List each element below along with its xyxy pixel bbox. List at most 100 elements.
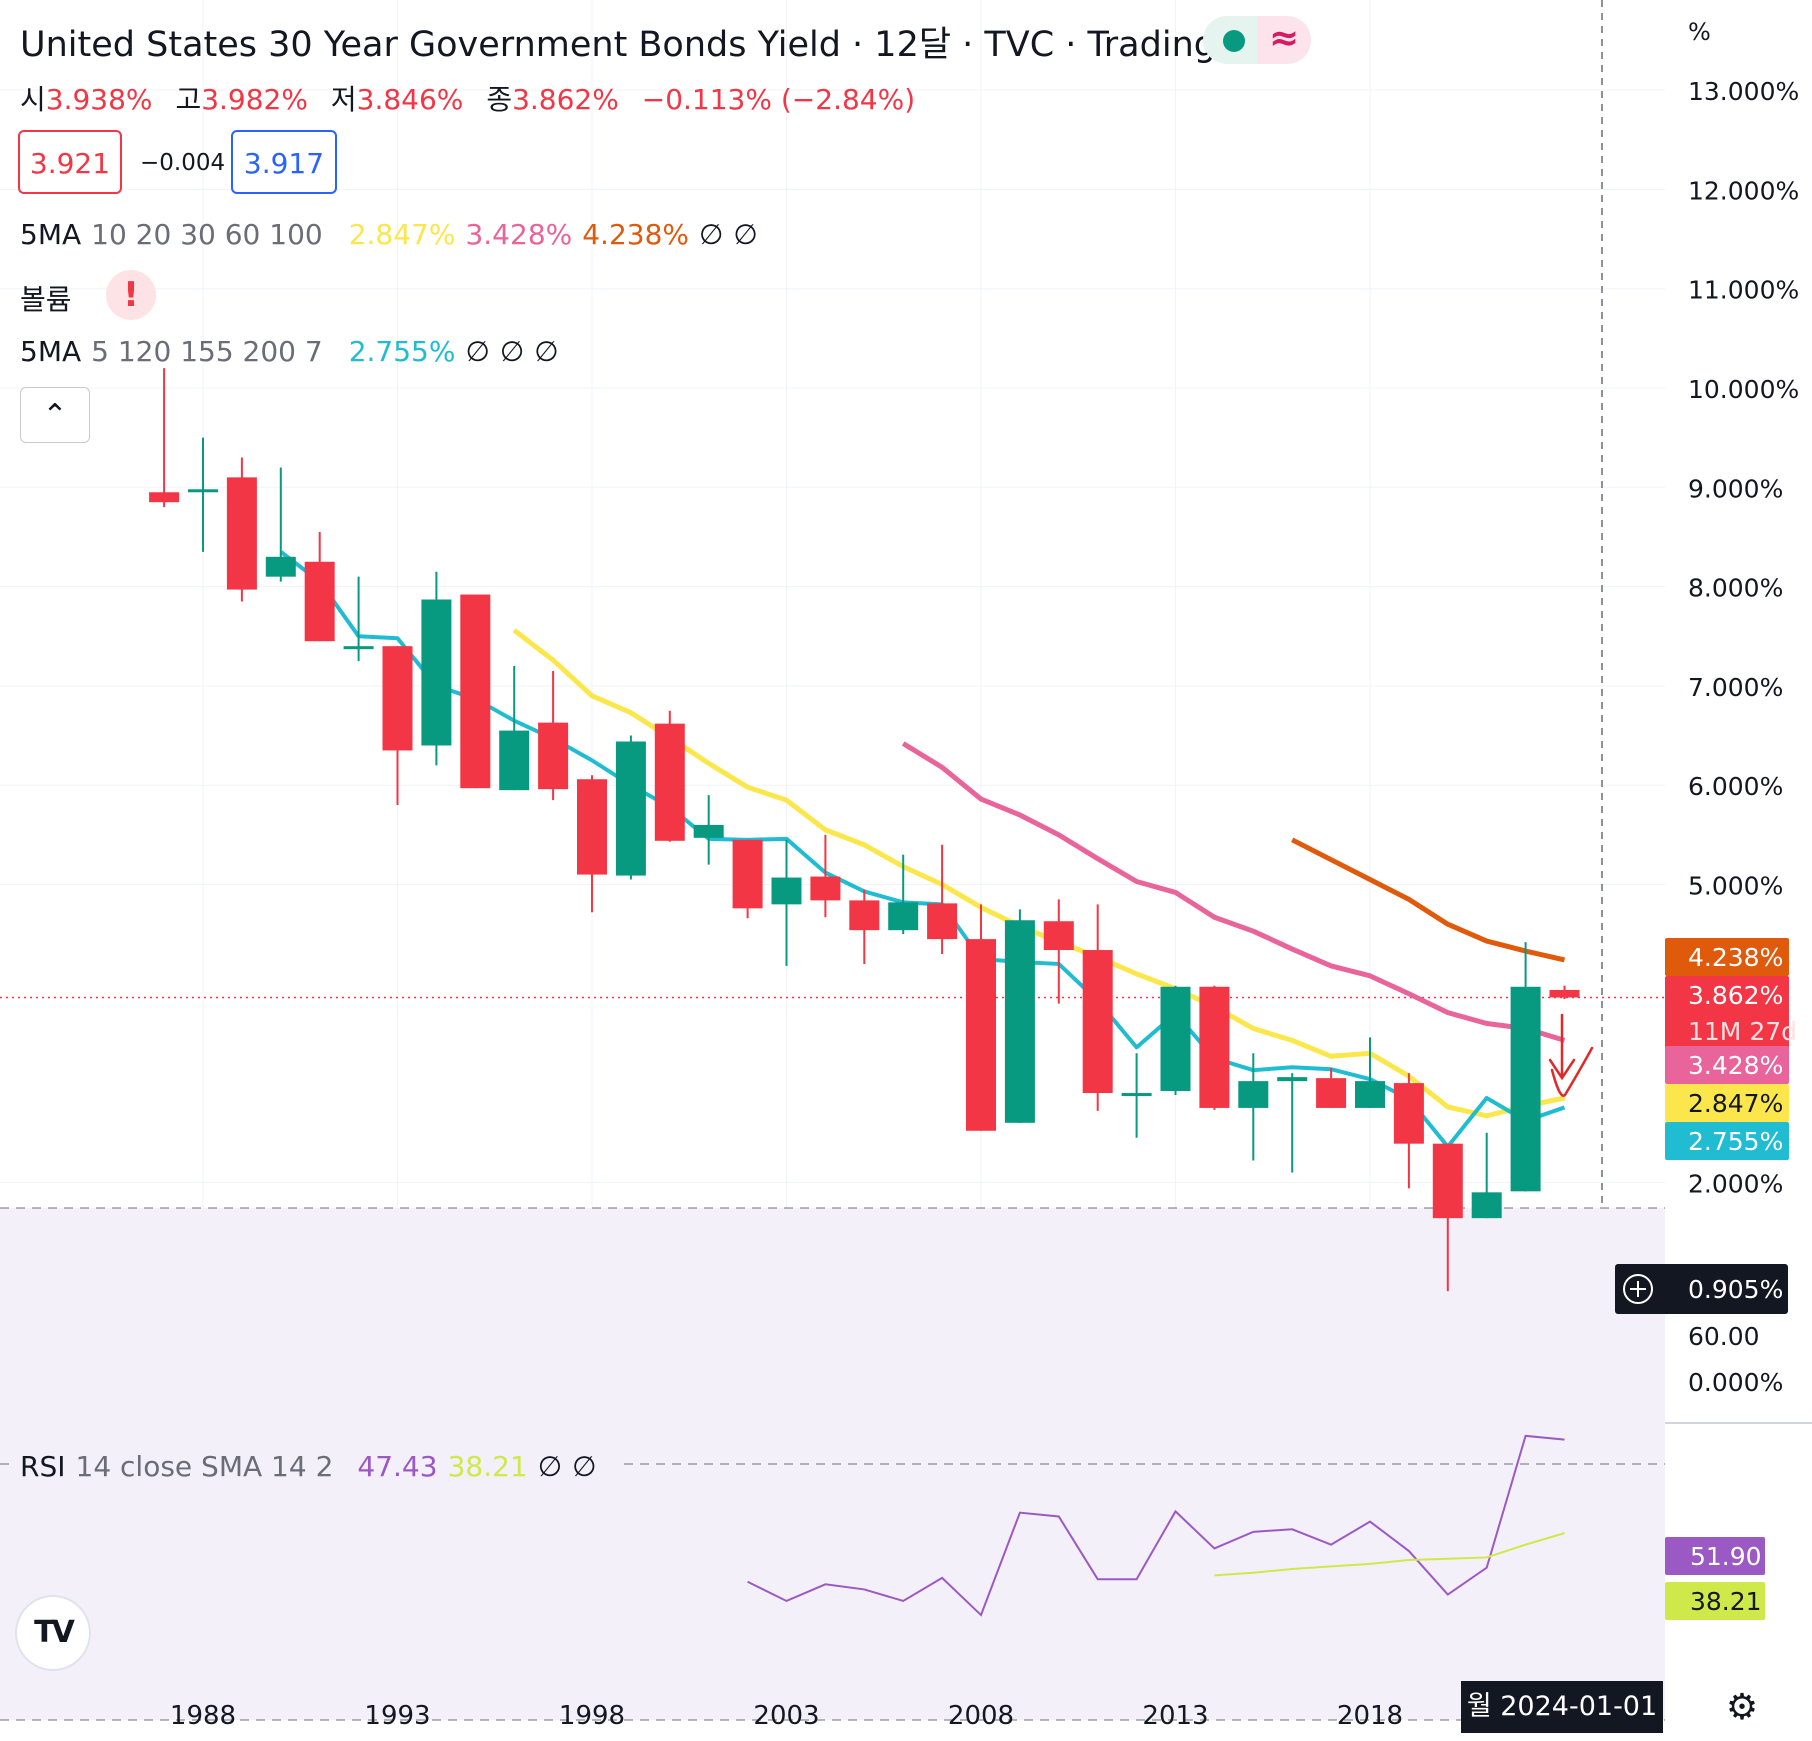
candle xyxy=(1160,985,1191,1096)
close-key: 종 xyxy=(486,83,513,116)
price-label-text: 2.755% xyxy=(1688,1127,1783,1156)
volume-indicator-legend[interactable]: 볼륨 xyxy=(20,278,82,318)
ma10-line xyxy=(512,628,1566,1119)
candle xyxy=(382,646,413,806)
x-tick-label: 2003 xyxy=(753,1701,819,1731)
x-tick-label: 1993 xyxy=(364,1701,430,1731)
price-label-bg xyxy=(1665,976,1789,1050)
y-tick-label: 9.000% xyxy=(1688,474,1783,503)
ma20-line xyxy=(901,741,1566,1043)
candle-body xyxy=(265,556,296,577)
y-tick-label: 0.000% xyxy=(1688,1368,1783,1397)
indicator-name: 볼륨 xyxy=(20,283,72,316)
x-tick-label: 1998 xyxy=(559,1701,625,1731)
tradingview-logo-icon[interactable]: TV xyxy=(17,1597,89,1669)
collapse-legend-button[interactable]: ⌃ xyxy=(20,387,90,443)
candle xyxy=(654,710,685,842)
candle xyxy=(1316,1068,1347,1108)
sell-button[interactable]: 3.921 xyxy=(18,130,122,194)
candle-body xyxy=(1238,1081,1269,1108)
rsi-label-bg xyxy=(1665,1582,1765,1620)
candle xyxy=(927,844,958,955)
ma5-indicator-legend[interactable]: 5MA 5 120 155 200 7 2.755% ∅ ∅ ∅ xyxy=(20,335,569,368)
price-label: 2.755% xyxy=(1665,1122,1789,1160)
y-tick-label: 5.000% xyxy=(1688,872,1783,901)
candle-body xyxy=(849,900,880,931)
indicator-name: 5MA xyxy=(20,218,82,251)
candle-body xyxy=(1471,1192,1502,1219)
candle-body xyxy=(654,723,685,841)
ma-indicator-legend[interactable]: 5MA 10 20 30 60 100 2.847% 3.428% 4.238% ∅ ∅ xyxy=(20,218,768,251)
close-value: 3.862% xyxy=(512,83,619,116)
candle-body xyxy=(1199,986,1230,1108)
candle-body xyxy=(382,646,413,751)
candle-body xyxy=(149,492,180,503)
price-label: 0.905% xyxy=(1615,1264,1788,1314)
warning-icon[interactable]: ! xyxy=(106,270,156,320)
indicator-params: 10 20 30 60 100 xyxy=(91,218,323,251)
candle xyxy=(966,904,996,1131)
buy-button[interactable]: 3.917 xyxy=(231,130,337,194)
indicator-params: 14 close SMA 14 2 xyxy=(75,1450,334,1483)
y-tick-label: 2.000% xyxy=(1688,1169,1783,1198)
price-label-text: 0.905% xyxy=(1688,1275,1783,1304)
high-value: 3.982% xyxy=(201,83,308,116)
ma5-value: 2.755% xyxy=(348,335,456,368)
candle-body xyxy=(1160,986,1191,1092)
candle xyxy=(849,889,880,964)
candle xyxy=(304,531,335,642)
y-tick-label: 12.000% xyxy=(1688,176,1799,205)
candle-body xyxy=(1082,950,1113,1094)
rsi-indicator-legend[interactable]: RSI 14 close SMA 14 2 47.43 38.21 ∅ ∅ xyxy=(10,1442,617,1492)
rsi-label-bg xyxy=(1665,1537,1765,1575)
candle xyxy=(1199,985,1230,1110)
candle xyxy=(1082,904,1113,1111)
candle-body xyxy=(460,594,491,789)
ma10-value: 2.847% xyxy=(348,218,456,251)
na-icon: ∅ xyxy=(499,335,525,368)
candle-body xyxy=(1277,1077,1308,1082)
na-icon: ∅ xyxy=(733,218,758,251)
open-key: 시 xyxy=(20,83,46,116)
candle-body xyxy=(421,599,452,746)
x-tick-label: 2008 xyxy=(948,1701,1014,1731)
settings-gear-icon[interactable]: ⚙ xyxy=(1725,1687,1759,1728)
na-icon: ∅ xyxy=(572,1450,597,1483)
candle xyxy=(1238,1053,1269,1161)
na-icon: ∅ xyxy=(537,1450,563,1483)
candle xyxy=(1549,985,1580,1000)
candle xyxy=(1355,1037,1385,1108)
crosshair-date-badge: 월 2024-01-01 xyxy=(1461,1681,1663,1733)
price-label-bg xyxy=(1665,1122,1789,1160)
ma5-line xyxy=(279,550,1566,1149)
moving-average-lines xyxy=(279,550,1566,1149)
y-tick-label: 7.000% xyxy=(1688,673,1783,702)
price-label-text: 2.847% xyxy=(1688,1089,1783,1118)
y-tick-label: 8.000% xyxy=(1688,574,1783,603)
candle xyxy=(1432,1143,1463,1292)
candle xyxy=(460,594,491,789)
rsi-price-label: 51.90 xyxy=(1665,1537,1765,1575)
candle xyxy=(577,775,607,913)
candle xyxy=(1471,1132,1502,1219)
candle xyxy=(732,839,763,919)
y-unit-label: % xyxy=(1688,18,1711,46)
market-status-pill[interactable]: ≈ xyxy=(1203,16,1311,64)
chart-title: United States 30 Year Government Bonds Y… xyxy=(20,25,1300,65)
rsi-ma-value: 38.21 xyxy=(447,1450,528,1483)
price-label: 3.862% 11M 27d xyxy=(1665,976,1797,1050)
candle-body xyxy=(1549,989,1580,998)
market-open-dot-icon xyxy=(1223,30,1245,52)
y-tick-label: 10.000% xyxy=(1688,375,1799,404)
candle xyxy=(1277,1073,1308,1173)
rsi-line xyxy=(747,1434,1565,1617)
candle-body xyxy=(1510,986,1541,1192)
candle-body xyxy=(1004,920,1035,1123)
candle xyxy=(810,834,841,918)
rsi-price-label: 38.21 xyxy=(1665,1582,1765,1620)
candle-body xyxy=(966,939,996,1131)
x-tick-label: 1988 xyxy=(170,1701,236,1731)
candle xyxy=(343,576,374,662)
price-labels: 4.238% 3.862% 11M 27d 3.428% 2.847% 2.755% 0.9… xyxy=(1548,938,1797,1620)
hand-drawn-annotation xyxy=(1548,1013,1594,1097)
